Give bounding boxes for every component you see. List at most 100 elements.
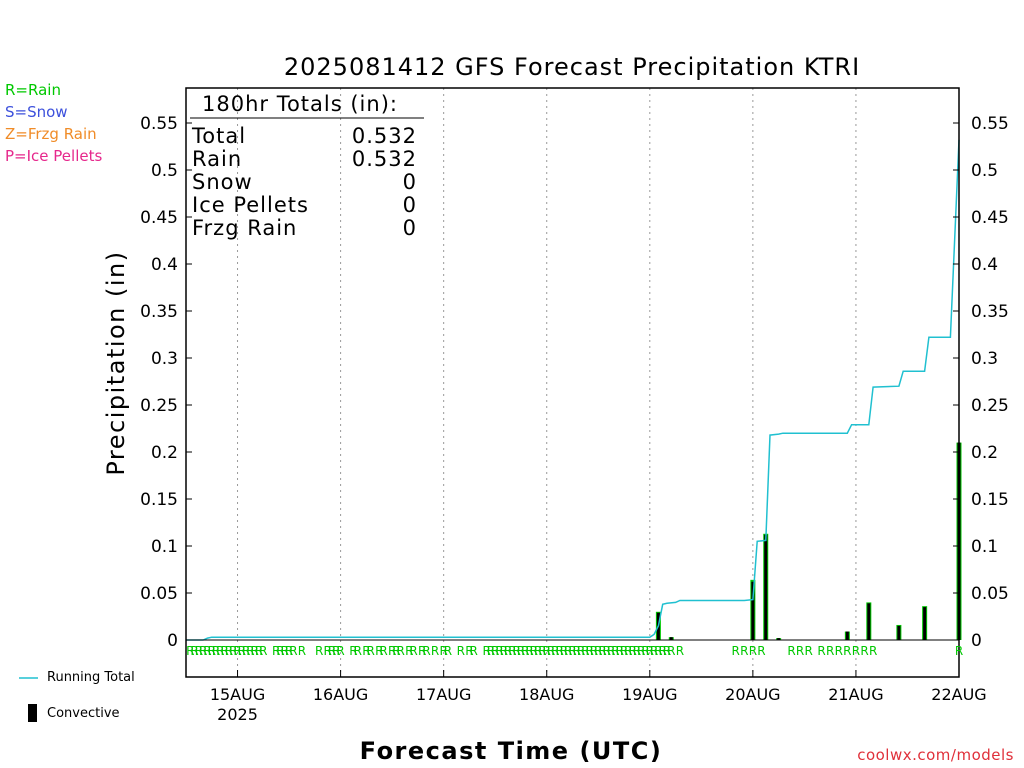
- y-tick-label: 0.05: [971, 584, 1009, 604]
- ptype-marker: R: [590, 644, 598, 658]
- convective-bar: [669, 637, 673, 640]
- ptype-marker: R: [573, 644, 581, 658]
- ptype-marker: R: [332, 644, 340, 658]
- ptype-marker: R: [530, 644, 538, 658]
- ptype-marker: R: [199, 644, 207, 658]
- ptype-marker: R: [246, 644, 254, 658]
- convective-bar: [751, 581, 755, 640]
- ptype-marker: R: [212, 644, 220, 658]
- ptype-marker: R: [521, 644, 529, 658]
- y-tick-label: 0.35: [971, 302, 1009, 322]
- ptype-marker: R: [547, 644, 555, 658]
- x-axis-label: Forecast Time (UTC): [360, 737, 663, 765]
- ptype-marker: R: [220, 644, 228, 658]
- ptype-marker: R: [749, 644, 757, 658]
- ptype-marker: R: [852, 644, 860, 658]
- ptype-marker: R: [525, 644, 533, 658]
- y-tick-label: 0.1: [971, 537, 998, 557]
- ptype-marker: R: [366, 644, 374, 658]
- ptype-marker: R: [251, 644, 259, 658]
- ptype-marker: R: [805, 644, 813, 658]
- totals-value-snow: 0: [403, 170, 417, 194]
- ptype-marker: R: [513, 644, 521, 658]
- ptype-marker: R: [538, 644, 546, 658]
- ptype-marker: R: [444, 644, 452, 658]
- ptype-marker: R: [392, 644, 400, 658]
- ptype-marker: R: [633, 644, 641, 658]
- x-tick-label: 18AUG: [519, 685, 574, 704]
- ptype-marker: R: [654, 644, 662, 658]
- ptype-marker: R: [336, 644, 344, 658]
- ptype-marker: R: [422, 644, 430, 658]
- y-axis-left: 0 0.05 0.1 0.15 0.2 0.25 0.3 0.35 0.4 0.45 0.5 0.55: [140, 114, 192, 651]
- ptype-marker: R: [375, 644, 383, 658]
- ptype-marker: R: [586, 644, 594, 658]
- credit-link[interactable]: coolwx.com/models: [857, 746, 1014, 764]
- ptype-marker: R: [869, 644, 877, 658]
- ptype-marker: R: [272, 644, 280, 658]
- legend-convective-label: Convective: [47, 706, 120, 721]
- ptype-marker: R: [242, 644, 250, 658]
- totals-label-rain: Rain: [192, 147, 242, 171]
- ptype-marker: R: [233, 644, 241, 658]
- ptype-key-ice-pellets: P=Ice Pellets: [5, 147, 103, 165]
- ptype-key-freezing-rain: Z=Frzg Rain: [5, 125, 97, 143]
- ptype-marker: R: [641, 644, 649, 658]
- ptype-marker: R: [663, 644, 671, 658]
- totals-label-ice-pellets: Ice Pellets: [192, 193, 309, 217]
- ptype-marker: R: [620, 644, 628, 658]
- ptype-marker: R: [491, 644, 499, 658]
- y-tick-label: 0.15: [971, 490, 1009, 510]
- x-tick-label: 15AUG: [210, 685, 265, 704]
- y-axis-label: Precipitation (in): [102, 250, 130, 475]
- ptype-marker: R: [624, 644, 632, 658]
- ptype-marker: R: [225, 644, 233, 658]
- convective-bar: [845, 631, 849, 640]
- ptype-marker: R: [216, 644, 224, 658]
- ptype-marker: R: [676, 644, 684, 658]
- ptype-marker: R: [611, 644, 619, 658]
- y-tick-label: 0.55: [140, 114, 178, 134]
- ptype-marker: R: [826, 644, 834, 658]
- totals-box: 180hr Totals (in): Total 0.532 Rain 0.53…: [190, 92, 424, 240]
- ptype-marker: R: [560, 644, 568, 658]
- ptype-marker: R: [517, 644, 525, 658]
- ptype-marker: R: [843, 644, 851, 658]
- ptype-marker: R: [628, 644, 636, 658]
- ptype-marker: R: [298, 644, 306, 658]
- y-tick-label: 0.5: [971, 161, 998, 181]
- ptype-marker: R: [835, 644, 843, 658]
- ptype-marker: R: [229, 644, 237, 658]
- ptype-marker: R: [603, 644, 611, 658]
- ptype-marker: R: [817, 644, 825, 658]
- ptype-marker: R: [740, 644, 748, 658]
- ptype-marker: R: [487, 644, 495, 658]
- ptype-marker: R: [315, 644, 323, 658]
- ptype-marker: R: [431, 644, 439, 658]
- y-tick-label: 0.2: [971, 443, 998, 463]
- ptype-marker: R: [289, 644, 297, 658]
- plot-frame: [185, 87, 960, 678]
- ptype-marker: R: [397, 644, 405, 658]
- ptype-marker: R: [285, 644, 293, 658]
- y-tick-label: 0: [971, 631, 982, 651]
- ptype-marker: R: [409, 644, 417, 658]
- totals-value-total: 0.532: [352, 124, 417, 148]
- ptype-marker: R: [637, 644, 645, 658]
- x-tick-label: 21AUG: [828, 685, 883, 704]
- ptype-marker: R: [418, 644, 426, 658]
- ptype-marker: R: [439, 644, 447, 658]
- ptype-marker: R: [186, 644, 194, 658]
- y-tick-label: 0.2: [151, 443, 178, 463]
- ptype-marker: R: [255, 644, 263, 658]
- ptype-marker: R: [500, 644, 508, 658]
- ptype-marker: R: [238, 644, 246, 658]
- ptype-marker: R: [362, 644, 370, 658]
- y-tick-label: 0.25: [971, 396, 1009, 416]
- y-tick-label: 0.45: [140, 208, 178, 228]
- ptype-marker: R: [208, 644, 216, 658]
- y-axis-right: 0 0.05 0.1 0.15 0.2 0.25 0.3 0.35 0.4 0.45 0.5 0.55: [953, 114, 1009, 651]
- ptype-marker: R: [607, 644, 615, 658]
- ptype-marker: R: [495, 644, 503, 658]
